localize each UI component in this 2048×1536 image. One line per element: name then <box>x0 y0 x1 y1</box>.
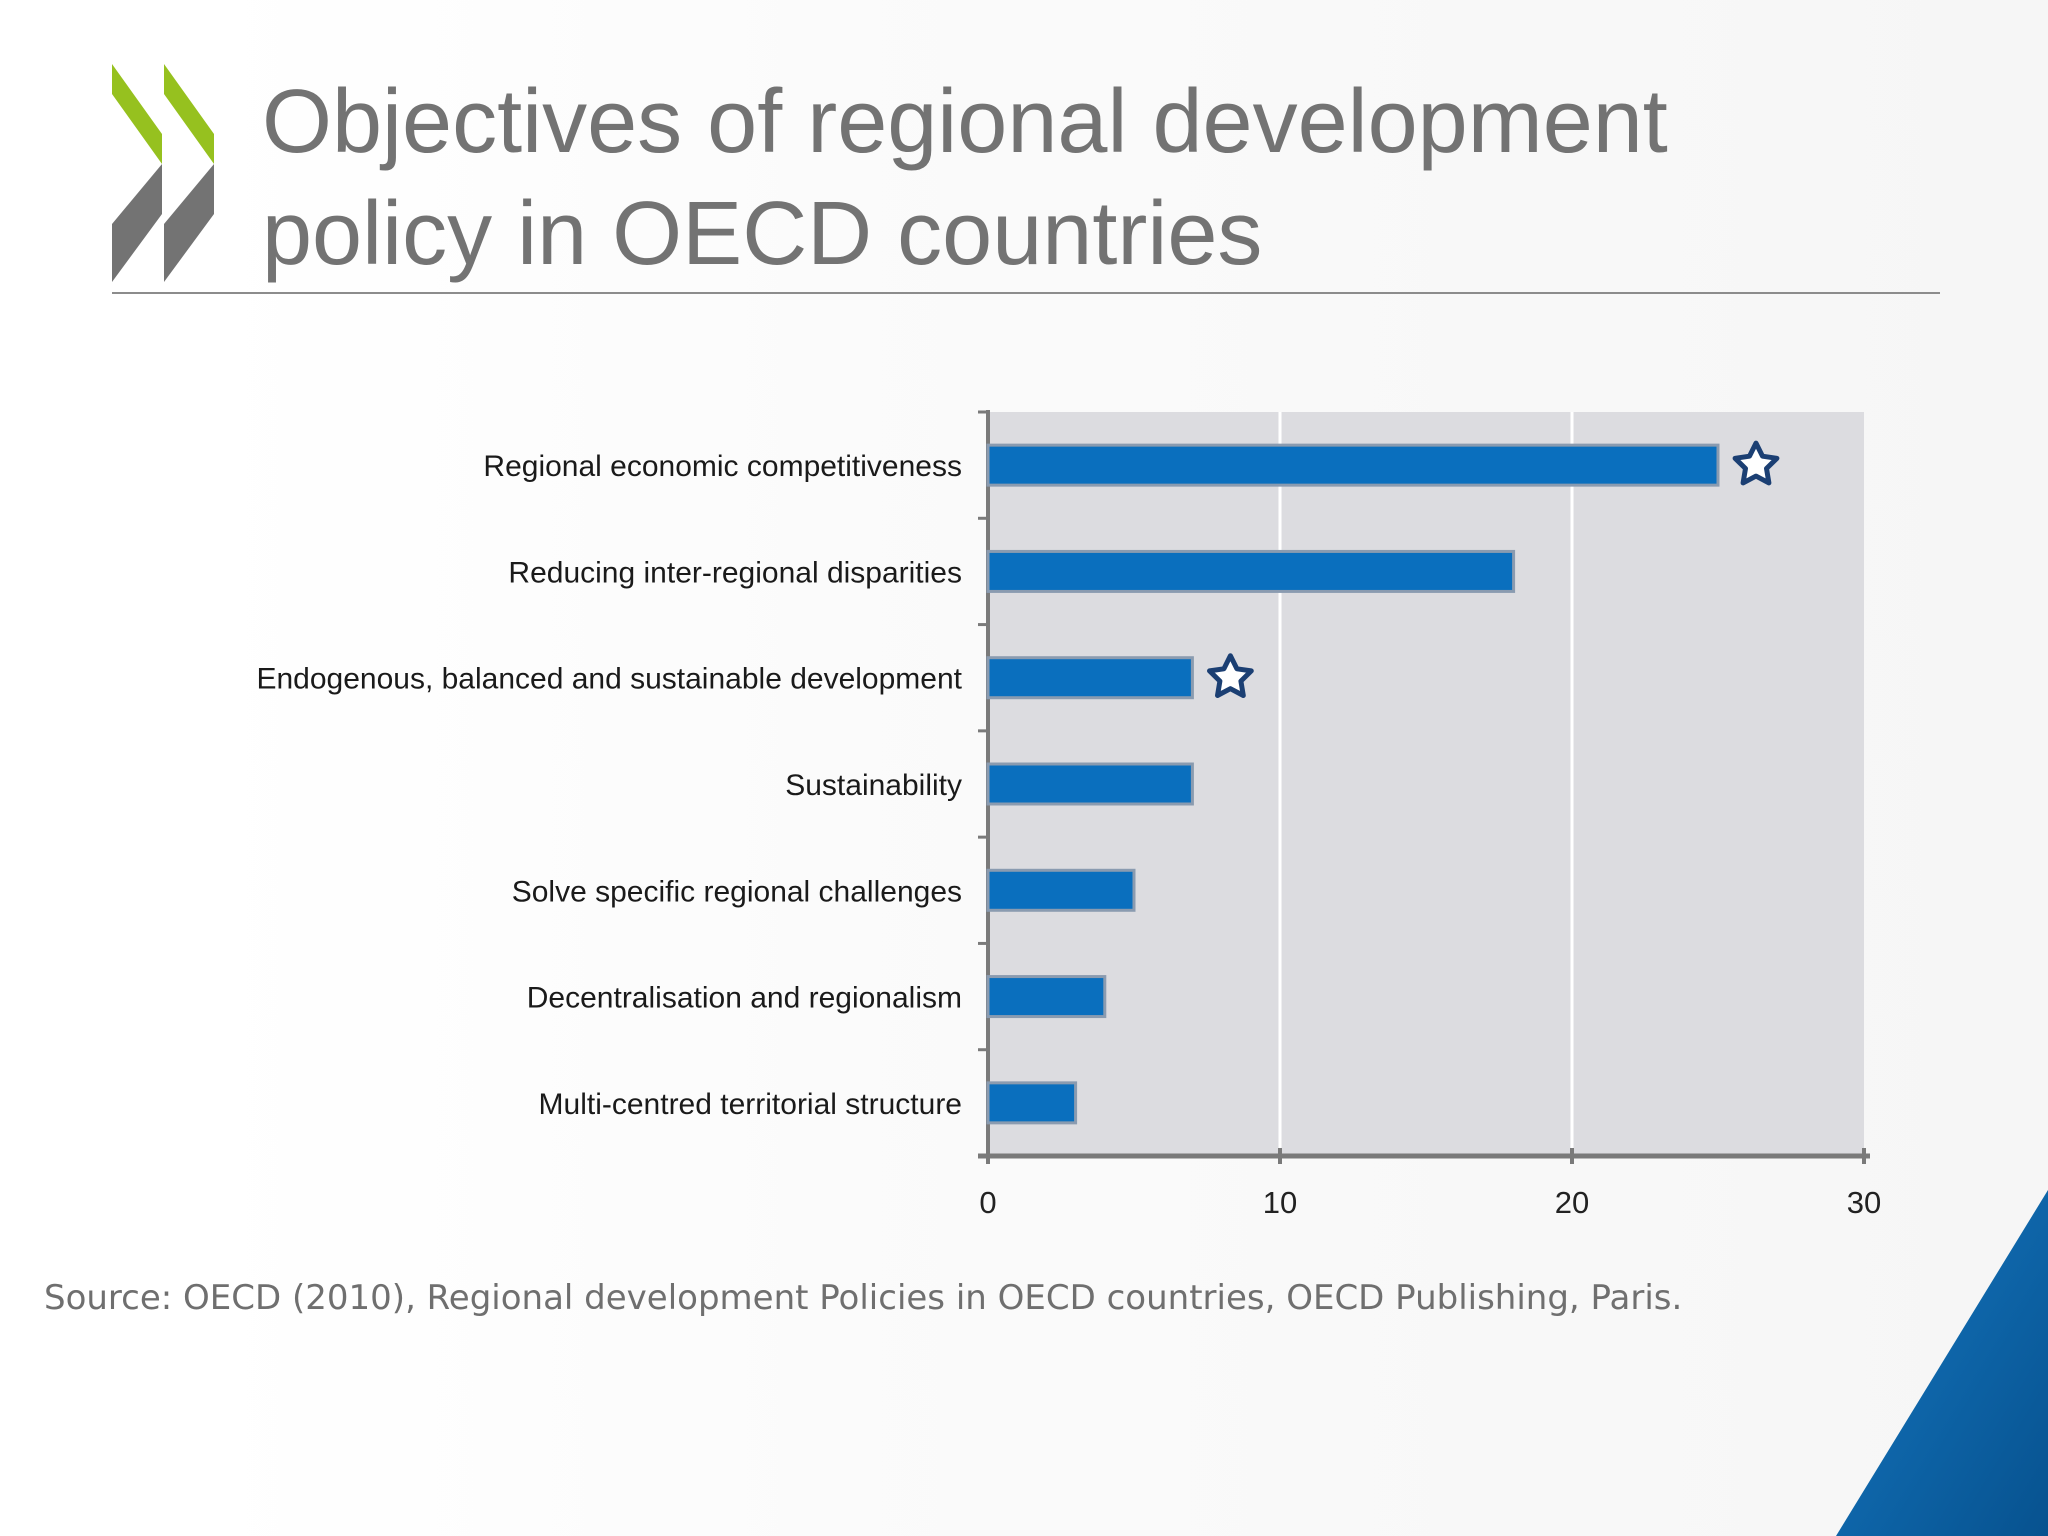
category-label: Sustainability <box>785 769 962 802</box>
category-label: Solve specific regional challenges <box>512 875 962 908</box>
bar <box>986 1081 1078 1125</box>
category-label: Decentralisation and regionalism <box>527 982 962 1015</box>
bar <box>986 975 1107 1019</box>
x-tick-label: 10 <box>1263 1185 1297 1220</box>
oecd-chevron-logo-icon <box>112 64 214 282</box>
bar <box>986 656 1194 700</box>
category-label: Endogenous, balanced and sustainable dev… <box>256 663 962 696</box>
x-tick-label: 0 <box>979 1185 996 1220</box>
title-divider <box>112 292 1940 294</box>
bar <box>986 868 1136 912</box>
star-icon <box>1207 653 1254 698</box>
objectives-bar-chart: 0 10 20 30 Regional economic competitiveness… <box>256 410 1881 1220</box>
category-label: Regional economic competitiveness <box>483 450 962 483</box>
bar <box>986 443 1720 487</box>
category-label: Reducing inter-regional disparities <box>508 556 962 589</box>
bar <box>986 762 1194 806</box>
slide-title-line-2: policy in OECD countries <box>262 184 1263 284</box>
x-tick-label: 20 <box>1555 1185 1589 1220</box>
star-icon <box>1732 440 1780 486</box>
slide-title-line-1: Objectives of regional development <box>262 72 1668 172</box>
x-tick-label: 30 <box>1847 1185 1881 1220</box>
category-label: Multi-centred territorial structure <box>539 1088 962 1121</box>
slide-title: Objectives of regional development polic… <box>262 66 1962 290</box>
bar <box>986 549 1516 593</box>
source-note: Source: OECD (2010), Regional developmen… <box>44 1278 1683 1318</box>
